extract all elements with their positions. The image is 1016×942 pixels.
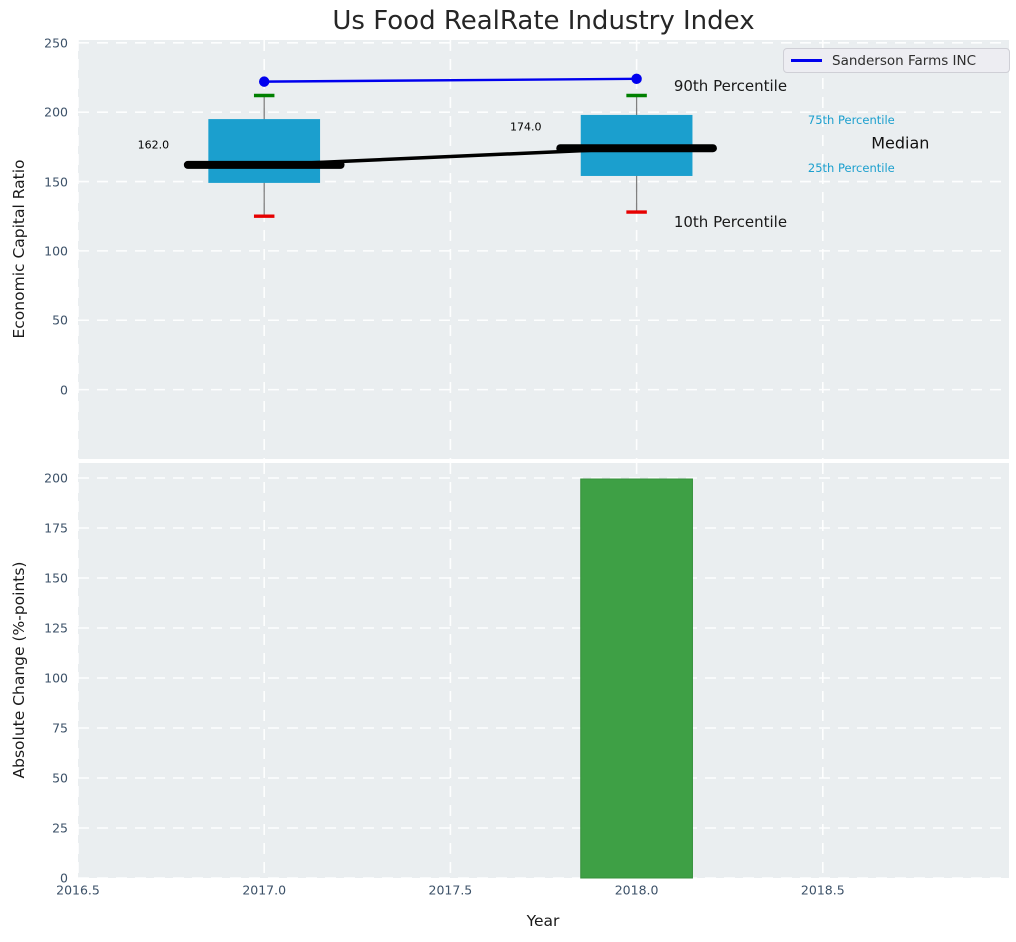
y-tick-label-bottom: 150 <box>44 570 68 586</box>
annotation-median: Median <box>871 133 930 153</box>
y-tick-label-bottom: 200 <box>44 470 68 486</box>
annotation-75th-percentile: 75th Percentile <box>807 113 895 128</box>
x-tick-label: 2017.0 <box>242 882 287 898</box>
y-axis-label-bottom: Absolute Change (%-points) <box>10 561 28 779</box>
y-tick-label-bottom: 125 <box>44 620 68 636</box>
y-axis-label-top: Economic Capital Ratio <box>10 159 28 339</box>
x-tick-label: 2016.5 <box>56 882 100 898</box>
y-tick-label-bottom: 175 <box>44 520 68 536</box>
x-tick-label: 2018.0 <box>614 882 659 898</box>
legend-label: Sanderson Farms INC <box>832 52 977 69</box>
legend: Sanderson Farms INC <box>783 48 1010 73</box>
company-marker-2017 <box>259 76 270 87</box>
y-tick-label-bottom: 25 <box>52 820 68 836</box>
y-tick-label-bottom: 0 <box>60 870 68 886</box>
change-bar-2018 <box>580 478 693 879</box>
y-tick-label-top: 200 <box>44 104 68 120</box>
bottom-plot-background <box>78 463 1009 878</box>
company-marker-2018 <box>631 73 642 85</box>
chart-title: Us Food RealRate Industry Index <box>332 6 755 36</box>
y-tick-label-top: 250 <box>44 35 68 51</box>
annotation-90th-percentile: 90th Percentile <box>673 76 788 95</box>
y-tick-label-top: 50 <box>52 312 68 328</box>
annotation-25th-percentile: 25th Percentile <box>807 160 895 175</box>
y-tick-label-top: 100 <box>44 243 68 259</box>
y-tick-label-top: 0 <box>60 382 68 398</box>
top-plot-background <box>78 40 1009 459</box>
y-tick-label-bottom: 75 <box>52 720 68 736</box>
iqr-box-2017 <box>208 119 321 183</box>
y-tick-label-bottom: 100 <box>44 670 68 686</box>
y-tick-label-bottom: 50 <box>52 770 68 786</box>
x-tick-label: 2018.5 <box>800 882 845 898</box>
legend-line-sample <box>791 59 822 62</box>
x-axis-label: Year <box>526 912 560 930</box>
x-tick-label: 2017.5 <box>428 882 473 898</box>
annotation-10th-percentile: 10th Percentile <box>673 212 788 231</box>
annotation-162-0: 162.0 <box>137 138 170 152</box>
company-line <box>264 77 637 83</box>
y-tick-label-top: 150 <box>44 174 68 190</box>
annotation-174-0: 174.0 <box>509 120 542 134</box>
